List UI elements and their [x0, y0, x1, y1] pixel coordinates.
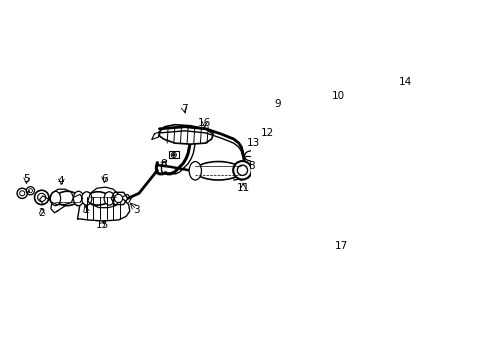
Ellipse shape — [56, 191, 79, 206]
Ellipse shape — [233, 161, 251, 180]
Text: 7: 7 — [181, 104, 187, 114]
Ellipse shape — [28, 189, 32, 193]
Text: 12: 12 — [260, 128, 273, 138]
Text: 11: 11 — [236, 183, 249, 193]
Bar — [168, 151, 179, 158]
Ellipse shape — [26, 186, 35, 195]
Ellipse shape — [303, 232, 309, 238]
Ellipse shape — [17, 188, 27, 198]
Bar — [373, 173, 382, 179]
Ellipse shape — [35, 190, 49, 204]
Bar — [255, 168, 265, 175]
Text: 1: 1 — [82, 205, 89, 215]
Text: 5: 5 — [23, 174, 30, 184]
Ellipse shape — [172, 154, 175, 156]
Ellipse shape — [259, 144, 267, 152]
Text: 13: 13 — [246, 138, 260, 148]
Ellipse shape — [303, 202, 309, 208]
Ellipse shape — [189, 162, 201, 180]
Ellipse shape — [20, 191, 25, 196]
Ellipse shape — [375, 174, 379, 178]
Ellipse shape — [38, 193, 46, 202]
Ellipse shape — [270, 138, 278, 145]
Polygon shape — [51, 196, 71, 213]
Polygon shape — [78, 196, 129, 221]
Ellipse shape — [375, 163, 379, 168]
Ellipse shape — [261, 146, 265, 150]
Ellipse shape — [346, 161, 361, 183]
Ellipse shape — [257, 169, 263, 174]
Text: 8: 8 — [160, 159, 166, 168]
Ellipse shape — [114, 194, 122, 203]
Ellipse shape — [290, 161, 305, 183]
Ellipse shape — [81, 192, 92, 205]
Bar — [373, 163, 382, 169]
Text: 17: 17 — [334, 240, 347, 251]
Text: 10: 10 — [331, 91, 345, 101]
Ellipse shape — [73, 191, 83, 206]
Text: 3: 3 — [133, 205, 140, 215]
Text: 4: 4 — [58, 176, 64, 185]
Polygon shape — [277, 203, 297, 221]
Ellipse shape — [282, 134, 292, 142]
Ellipse shape — [235, 162, 247, 180]
Text: 9: 9 — [273, 99, 280, 109]
Ellipse shape — [303, 163, 348, 180]
Text: 16: 16 — [198, 118, 211, 128]
Ellipse shape — [376, 165, 378, 167]
Polygon shape — [111, 192, 127, 204]
Text: 8: 8 — [248, 161, 254, 171]
Text: 14: 14 — [398, 77, 411, 87]
Ellipse shape — [86, 192, 109, 205]
Polygon shape — [49, 189, 73, 204]
Ellipse shape — [195, 162, 241, 180]
Ellipse shape — [376, 232, 382, 238]
Ellipse shape — [237, 165, 247, 175]
Text: 2: 2 — [38, 208, 45, 218]
Polygon shape — [303, 199, 382, 240]
Polygon shape — [151, 132, 159, 140]
Text: 15: 15 — [95, 220, 108, 230]
Polygon shape — [87, 187, 119, 208]
Polygon shape — [159, 125, 213, 144]
Ellipse shape — [171, 152, 176, 157]
Ellipse shape — [104, 192, 114, 205]
Ellipse shape — [297, 161, 353, 183]
Ellipse shape — [272, 139, 276, 143]
Ellipse shape — [50, 191, 61, 206]
Ellipse shape — [259, 170, 261, 172]
Ellipse shape — [244, 151, 258, 161]
Ellipse shape — [376, 175, 378, 177]
Text: 6: 6 — [101, 174, 107, 184]
